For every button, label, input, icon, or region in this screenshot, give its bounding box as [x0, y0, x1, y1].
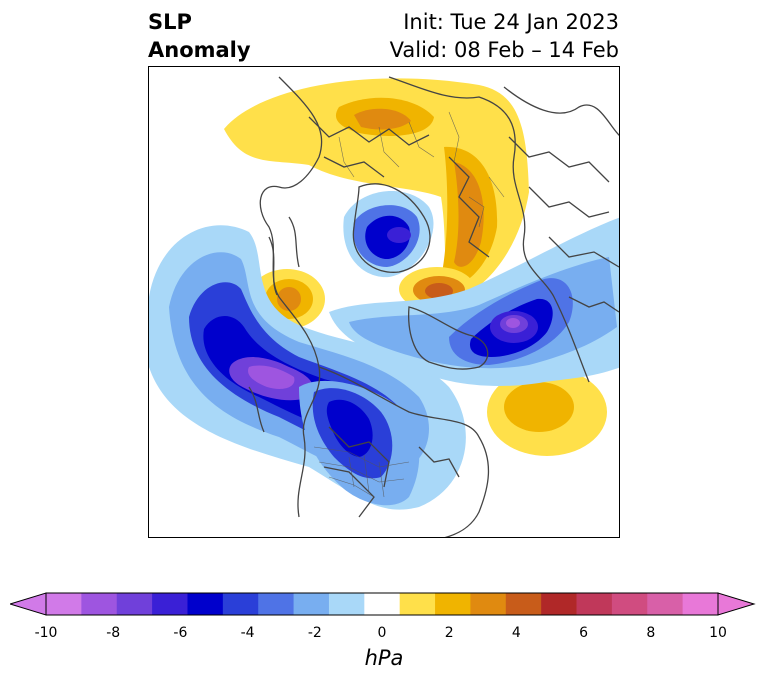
colorbar-swatch — [541, 593, 578, 615]
colorbar-tick-label: -6 — [173, 625, 188, 641]
init-date: Init: Tue 24 Jan 2023 — [403, 10, 619, 34]
colorbar-swatch — [187, 593, 224, 615]
colorbar-swatch — [293, 593, 330, 615]
colorbar-swatch — [258, 593, 295, 615]
colorbar-max-extend — [717, 592, 756, 616]
colorbar-tick-label: 4 — [511, 625, 521, 641]
colorbar-tick-label: 10 — [709, 625, 727, 641]
anomaly-contours — [149, 78, 619, 510]
colorbar-unit-label: hPa — [364, 646, 404, 670]
date-info: Init: Tue 24 Jan 2023 Valid: 08 Feb – 14… — [390, 8, 619, 64]
colorbar-swatch — [435, 593, 471, 615]
colorbar-swatches — [46, 593, 719, 615]
colorbar-tick-label: 8 — [646, 625, 656, 641]
colorbar-tick-label: 0 — [377, 625, 387, 641]
map-title: SLP Anomaly — [148, 8, 251, 64]
colorbar-swatch — [328, 593, 365, 615]
colorbar-swatch — [399, 593, 436, 615]
colorbar-tick-label: 6 — [579, 625, 589, 641]
anomaly-map — [148, 66, 620, 538]
colorbar — [10, 592, 756, 616]
colorbar-swatch — [470, 593, 507, 615]
colorbar-swatch — [46, 593, 82, 615]
title-line-2: Anomaly — [148, 38, 251, 62]
colorbar-tick-label: -8 — [106, 625, 121, 641]
colorbar-swatch — [222, 593, 259, 615]
colorbar-swatch — [81, 593, 118, 615]
coastlines — [248, 76, 619, 537]
valid-range: Valid: 08 Feb – 14 Feb — [389, 38, 619, 62]
colorbar-swatch — [576, 593, 613, 615]
colorbar-swatch — [364, 593, 401, 615]
colorbar-swatch — [505, 593, 542, 615]
colorbar-tick-label: -10 — [34, 625, 58, 641]
colorbar-swatch — [152, 593, 188, 615]
colorbar-swatch — [682, 593, 719, 615]
colorbar-swatch — [647, 593, 684, 615]
colorbar-swatch — [611, 593, 648, 615]
country-borders — [313, 111, 505, 498]
map-canvas — [149, 76, 619, 537]
colorbar-tick-label: 2 — [444, 625, 454, 641]
colorbar-min-extend — [10, 592, 47, 616]
title-line-1: SLP — [148, 10, 192, 34]
colorbar-tick-label: -4 — [240, 625, 255, 641]
colorbar-outline — [45, 592, 719, 616]
colorbar-tick-label: -2 — [307, 625, 322, 641]
colorbar-swatch — [116, 593, 153, 615]
